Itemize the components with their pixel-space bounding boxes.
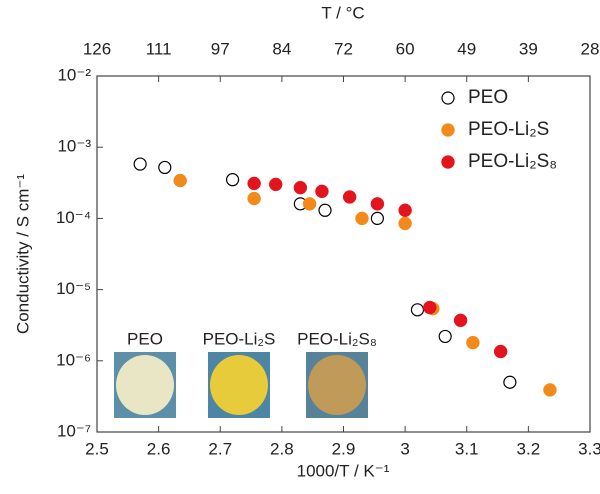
x2-tick-label: 84 [272, 39, 291, 58]
point [370, 211, 384, 225]
y-tick-label: 10⁻³ [57, 137, 91, 156]
x-tick-label: 2.5 [85, 439, 109, 458]
x-tick-label: 3.2 [517, 439, 541, 458]
inset-photos: PEO PEO-Li₂S PEO-Li₂S₈ [114, 329, 377, 418]
point [225, 173, 240, 187]
point [315, 184, 329, 199]
x-tick-label: 3.1 [455, 439, 479, 458]
point [268, 177, 283, 192]
point [453, 313, 468, 328]
photo-disc [210, 355, 268, 415]
photo-disc [116, 355, 174, 415]
x2-tick-label: 49 [457, 39, 476, 58]
y-tick-label: 10⁻⁷ [57, 421, 91, 440]
y-axis-label: Conductivity / S cm⁻¹ [13, 174, 32, 334]
legend-label: PEO-Li₂S₈ [468, 151, 557, 172]
x-tick-label: 3.3 [578, 439, 600, 458]
y-tick-label: 10⁻⁶ [56, 350, 91, 369]
point [398, 216, 412, 231]
point [247, 176, 261, 191]
x-tick-label: 2.9 [332, 439, 356, 458]
point [173, 173, 187, 188]
point [438, 329, 452, 344]
x2-axis-label: T / °C [321, 3, 364, 22]
photo-disc [308, 355, 366, 415]
point [503, 375, 517, 389]
x2-tick-label: 28 [581, 39, 600, 58]
point [318, 203, 332, 217]
point [355, 211, 369, 226]
inset-caption: PEO-Li₂S [203, 329, 276, 348]
legend-marker [441, 155, 455, 169]
point [423, 300, 437, 315]
point [370, 197, 385, 211]
point [133, 157, 147, 171]
point [493, 344, 508, 359]
point [543, 383, 557, 397]
x-tick-label: 2.8 [270, 439, 294, 458]
point [342, 190, 357, 204]
x-tick-label: 3 [400, 439, 409, 458]
inset-caption: PEO-Li₂S₈ [297, 329, 377, 348]
inset-caption: PEO [127, 329, 163, 348]
x2-tick-label: 111 [146, 39, 172, 58]
y-tick-label: 10⁻⁵ [56, 279, 91, 298]
x-axis-label: 1000/T / K⁻¹ [297, 461, 390, 480]
point [247, 191, 261, 206]
point [466, 335, 480, 350]
x2-tick-label: 39 [519, 39, 538, 58]
legend-label: PEO-Li₂S [468, 119, 549, 140]
point [293, 180, 308, 195]
point [302, 197, 317, 211]
y-tick-label: 10⁻² [57, 65, 91, 84]
legend-marker [441, 123, 455, 137]
point [398, 203, 412, 218]
x-tick-label: 2.6 [147, 439, 171, 458]
legend-marker [441, 91, 455, 105]
x2-tick-label: 60 [396, 39, 415, 58]
point [158, 160, 172, 175]
legend-label: PEO [468, 87, 508, 108]
y-tick-label: 10⁻⁴ [56, 208, 91, 227]
x2-tick-label: 97 [211, 39, 230, 58]
x-tick-label: 2.7 [208, 439, 232, 458]
point [410, 303, 425, 317]
x2-tick-label: 126 [83, 39, 111, 58]
x2-tick-label: 72 [334, 39, 353, 58]
